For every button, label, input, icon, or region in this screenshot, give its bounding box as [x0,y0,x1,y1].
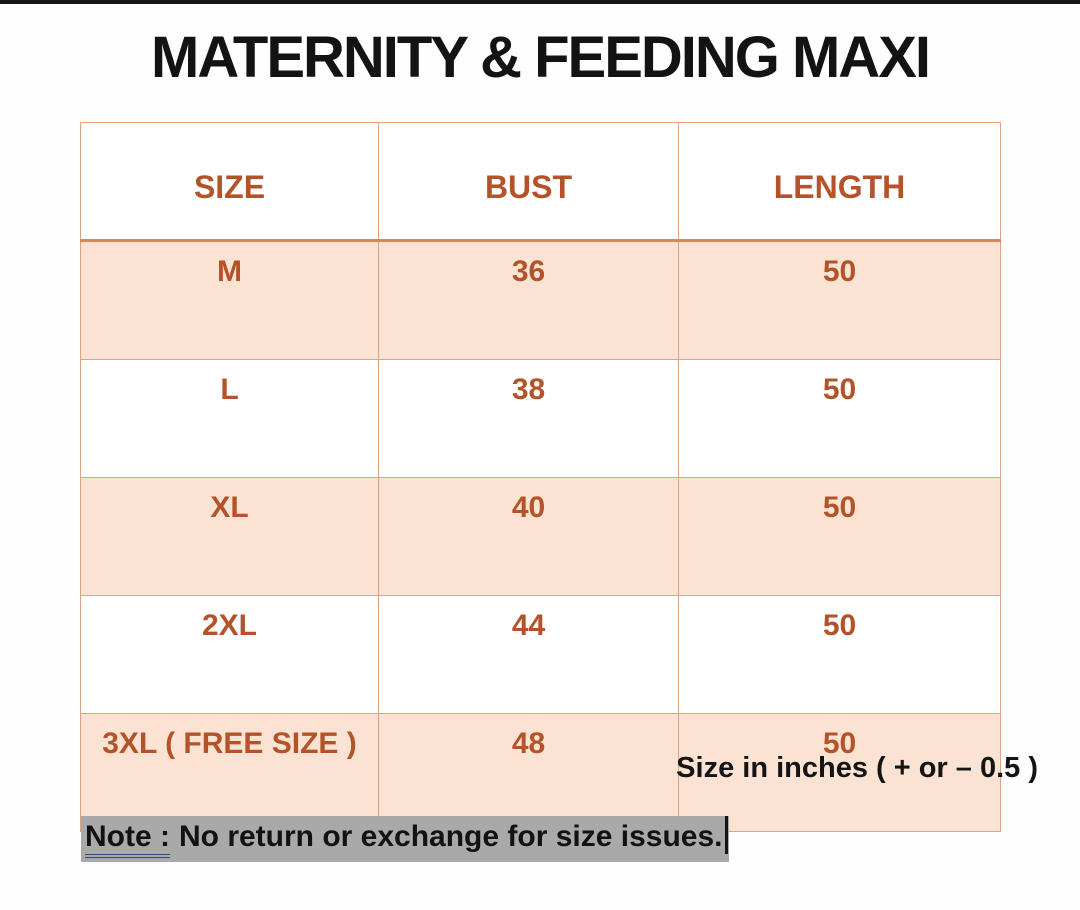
top-border-strip [0,0,1080,4]
cell-size: L [80,359,379,478]
cell-length: 50 [678,477,1001,596]
cell-bust: 44 [378,595,679,714]
note-label: Note : [85,820,170,858]
page-title: MATERNITY & FEEDING MAXI [151,25,931,90]
cell-length: 50 [678,595,1001,714]
note-banner: Note : No return or exchange for size iss… [81,816,729,863]
cell-bust: 48 [378,713,679,832]
table-row: XL 40 50 [80,477,1001,596]
cell-size: 3XL ( FREE SIZE ) [80,713,379,832]
cell-bust: 36 [378,240,679,360]
header-bust: BUST [378,122,679,242]
cell-length: 50 [678,713,1001,832]
cell-length: 50 [678,359,1001,478]
note-text: No return or exchange for size issues. [179,820,723,853]
size-unit-note: Size in inches ( + or – 0.5 ) [676,752,1038,784]
text-cursor [724,816,728,855]
cell-length: 50 [678,240,1001,360]
table-row: M 36 50 [80,240,1001,360]
cell-bust: 40 [378,477,679,596]
table-header-row: SIZE BUST LENGTH [80,122,1001,242]
header-size: SIZE [80,122,379,242]
cell-size: 2XL [80,595,379,714]
cell-bust: 38 [378,359,679,478]
size-chart-table: SIZE BUST LENGTH M 36 50 L 38 50 XL 40 5… [80,122,1001,832]
cell-size: XL [80,477,379,596]
cell-size: M [80,240,379,360]
table-row: 2XL 44 50 [80,595,1001,714]
table-row: L 38 50 [80,359,1001,478]
header-length: LENGTH [678,122,1001,242]
table-row: 3XL ( FREE SIZE ) 48 50 [80,713,1001,832]
